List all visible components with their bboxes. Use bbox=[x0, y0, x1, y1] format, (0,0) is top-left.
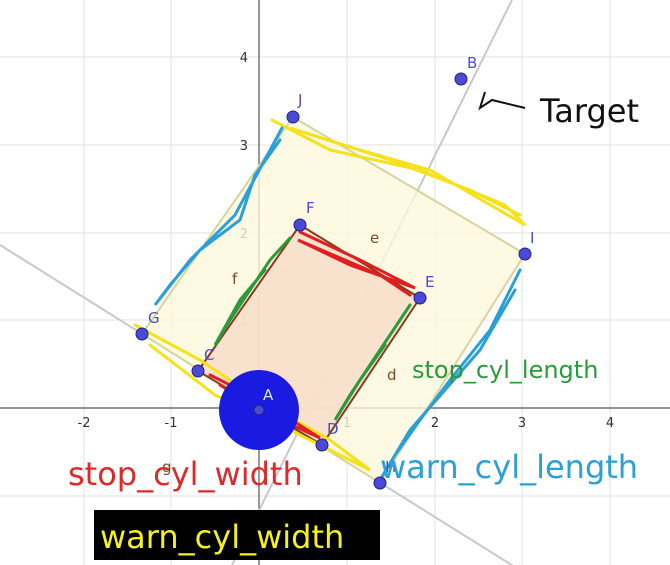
point bbox=[135, 327, 149, 341]
scribble bbox=[153, 126, 284, 306]
y-tick-label: 3 bbox=[240, 139, 248, 154]
point-label: D bbox=[327, 420, 339, 438]
segment-label: e bbox=[370, 229, 379, 247]
point bbox=[293, 218, 307, 232]
point bbox=[253, 404, 265, 416]
annotation: Target bbox=[539, 92, 639, 130]
point bbox=[413, 291, 427, 305]
point-label: C bbox=[204, 346, 214, 364]
label-background bbox=[94, 510, 380, 560]
point-label: H bbox=[385, 458, 396, 476]
points: A B C D E F G H I J bbox=[135, 54, 534, 490]
point-label: A bbox=[263, 386, 274, 404]
point bbox=[518, 247, 532, 261]
annotation: stop_cyl_length bbox=[412, 356, 598, 384]
annotation: stop_cyl_width bbox=[68, 455, 303, 493]
x-tick-label: -1 bbox=[165, 416, 178, 431]
point-label: J bbox=[297, 91, 302, 109]
x-tick-label: 4 bbox=[606, 416, 614, 431]
point-label: I bbox=[530, 229, 534, 247]
y-tick-label: 4 bbox=[240, 51, 248, 66]
scribble bbox=[213, 236, 292, 346]
segment-label: g bbox=[162, 458, 172, 476]
x-tick-label: 3 bbox=[518, 416, 526, 431]
x-tick-label: -2 bbox=[78, 416, 91, 431]
point-label: G bbox=[148, 309, 160, 327]
x-tick-label: 2 bbox=[431, 416, 439, 431]
scribble bbox=[378, 268, 522, 481]
segment-label: f bbox=[232, 270, 238, 288]
segment-label: d bbox=[387, 366, 397, 384]
point bbox=[454, 72, 468, 86]
scribble bbox=[270, 118, 527, 227]
point-label: F bbox=[306, 199, 315, 217]
point bbox=[191, 364, 205, 378]
point-label: B bbox=[467, 54, 477, 72]
point bbox=[286, 110, 300, 124]
target-arrow bbox=[478, 91, 526, 111]
annotation: warn_cyl_length bbox=[380, 448, 638, 486]
point bbox=[373, 476, 387, 490]
point-label: E bbox=[425, 273, 434, 291]
scribble bbox=[297, 230, 416, 297]
scribble bbox=[333, 303, 412, 421]
annotation: warn_cyl_width bbox=[100, 518, 344, 556]
segment-labels: f e d g bbox=[162, 229, 397, 476]
point bbox=[315, 438, 329, 452]
